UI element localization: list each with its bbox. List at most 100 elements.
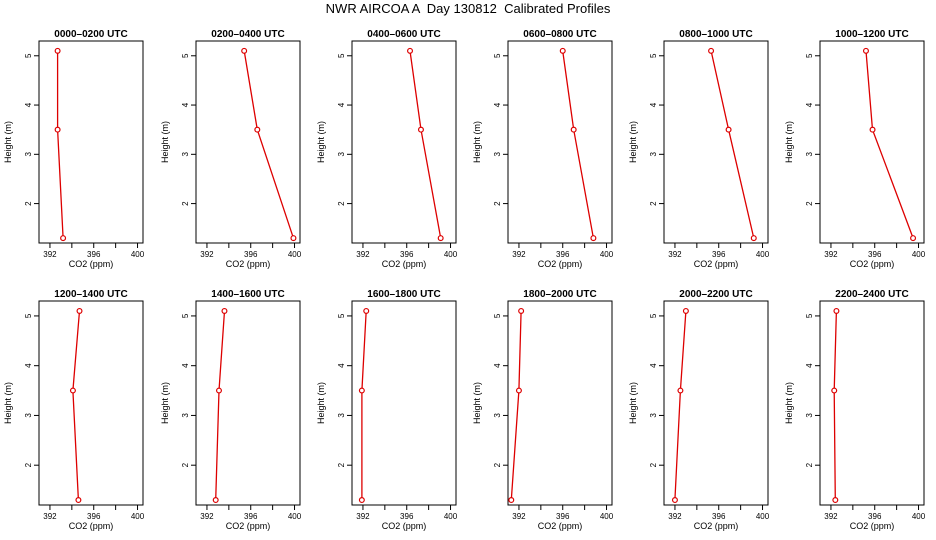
panel-1-title: 0000–0200 UTC — [54, 29, 127, 40]
panel-4-xtick-label: 400 — [600, 250, 614, 259]
panel-5-ytick-label: 4 — [649, 102, 658, 107]
panel-2-ytick-label: 5 — [181, 53, 190, 58]
panel-8-data-point — [212, 497, 219, 504]
panel-7-data-point — [76, 307, 83, 314]
panel-12-data-point — [832, 497, 839, 504]
panel-4-profile-line — [562, 50, 595, 239]
panel-10-profile-line — [510, 310, 522, 501]
panel-3-xtick-label: 396 — [400, 250, 414, 259]
panel-3-data-point — [417, 126, 424, 133]
panel-7-profile-line — [72, 310, 81, 501]
panel-9-ytick-label: 3 — [337, 413, 346, 418]
panel-1-data-point — [54, 47, 61, 54]
panel-2-frame — [195, 40, 301, 244]
panel-12-ytick-label: 2 — [805, 462, 814, 467]
panel-1-ytick-label: 5 — [24, 53, 33, 58]
panel-5-data-point — [708, 47, 715, 54]
panel-8-frame — [195, 300, 301, 506]
panel-5-title: 0800–1000 UTC — [679, 29, 752, 40]
panel-10-data-point — [515, 387, 522, 394]
panel-10-data-point — [518, 307, 525, 314]
panel-12-title: 2200–2400 UTC — [835, 289, 908, 300]
panel-7-ytick-label: 3 — [24, 413, 33, 418]
panel-4-ytick-label: 3 — [493, 152, 502, 157]
panel-5-profile-line — [710, 50, 755, 239]
panel-10-xlabel: CO2 (ppm) — [538, 521, 583, 531]
panel-5-xtick-label: 392 — [668, 250, 682, 259]
panel-1-frame — [38, 40, 144, 244]
panel-3-xtick-label: 392 — [356, 250, 370, 259]
panel-4-data-point — [590, 235, 597, 242]
panel-6-xtick-label: 392 — [824, 250, 838, 259]
panel-11-ytick-label: 4 — [649, 363, 658, 368]
panel-2-ytick-label: 3 — [181, 152, 190, 157]
panel-2-profile-line — [243, 50, 295, 239]
panel-8-ytick-label: 3 — [181, 413, 190, 418]
panel-8-ytick-label: 4 — [181, 363, 190, 368]
panel-11-profile-line — [674, 310, 687, 501]
panel-12-xlabel: CO2 (ppm) — [850, 521, 895, 531]
panel-1-ylabel: Height (m) — [3, 121, 13, 163]
panel-12-xtick-label: 400 — [912, 512, 926, 521]
panel-8-profile-line — [215, 310, 226, 501]
panel-12-frame — [819, 300, 925, 506]
panel-12-profile-line — [833, 310, 838, 501]
panel-4-ytick-label: 4 — [493, 102, 502, 107]
panel-6-data-point — [869, 126, 876, 133]
panel-6-ytick-label: 3 — [805, 152, 814, 157]
panel-12-ytick-label: 4 — [805, 363, 814, 368]
panel-9-frame — [351, 300, 457, 506]
panel-8-xtick-label: 396 — [244, 512, 258, 521]
panel-10-xtick-label: 396 — [556, 512, 570, 521]
panel-5-frame — [663, 40, 769, 244]
panel-3-frame — [351, 40, 457, 244]
panel-7-ylabel: Height (m) — [3, 382, 13, 424]
panel-3-xlabel: CO2 (ppm) — [382, 259, 427, 269]
panel-6-xtick-label: 400 — [912, 250, 926, 259]
panel-6-ytick-label: 4 — [805, 102, 814, 107]
panel-2-data-point — [290, 235, 297, 242]
panel-11-xtick-label: 392 — [668, 512, 682, 521]
panel-1-ytick-label: 2 — [24, 201, 33, 206]
panel-2-data-point — [254, 126, 261, 133]
panel-6-title: 1000–1200 UTC — [835, 29, 908, 40]
panel-10-ytick-label: 5 — [493, 313, 502, 318]
panel-7-ytick-label: 5 — [24, 313, 33, 318]
panel-1-data-point — [60, 235, 67, 242]
panel-6-ylabel: Height (m) — [784, 121, 794, 163]
panel-8-xlabel: CO2 (ppm) — [226, 521, 271, 531]
panel-2-ylabel: Height (m) — [160, 121, 170, 163]
panel-5-ytick-label: 2 — [649, 201, 658, 206]
panel-8-data-point — [221, 307, 228, 314]
panel-6-data-point — [862, 47, 869, 54]
panel-9-xtick-label: 392 — [356, 512, 370, 521]
panel-3-title: 0400–0600 UTC — [367, 29, 440, 40]
panel-9-ytick-label: 4 — [337, 363, 346, 368]
panel-5-xtick-label: 400 — [756, 250, 770, 259]
panel-5-ylabel: Height (m) — [628, 121, 638, 163]
panel-8-xtick-label: 400 — [288, 512, 302, 521]
panel-7-ytick-label: 2 — [24, 462, 33, 467]
panel-9-title: 1600–1800 UTC — [367, 289, 440, 300]
panel-11-ylabel: Height (m) — [628, 382, 638, 424]
panel-4-xlabel: CO2 (ppm) — [538, 259, 583, 269]
panel-5-data-point — [725, 126, 732, 133]
panel-6-xtick-label: 396 — [868, 250, 882, 259]
panel-1-xtick-label: 392 — [43, 250, 57, 259]
panel-3-ytick-label: 5 — [337, 53, 346, 58]
panel-2-xlabel: CO2 (ppm) — [226, 259, 271, 269]
panel-11-title: 2000–2200 UTC — [679, 289, 752, 300]
panel-12-ytick-label: 3 — [805, 413, 814, 418]
panel-2-title: 0200–0400 UTC — [211, 29, 284, 40]
panel-10-ylabel: Height (m) — [472, 382, 482, 424]
panel-10-frame — [507, 300, 613, 506]
panel-7-xtick-label: 392 — [43, 512, 57, 521]
panel-7-ytick-label: 4 — [24, 363, 33, 368]
panel-11-data-point — [682, 307, 689, 314]
panel-11-ytick-label: 3 — [649, 413, 658, 418]
panel-5-ytick-label: 3 — [649, 152, 658, 157]
panel-6-xlabel: CO2 (ppm) — [850, 259, 895, 269]
panel-12-xtick-label: 396 — [868, 512, 882, 521]
panel-8-xtick-label: 392 — [200, 512, 214, 521]
panel-12-data-point — [833, 307, 840, 314]
